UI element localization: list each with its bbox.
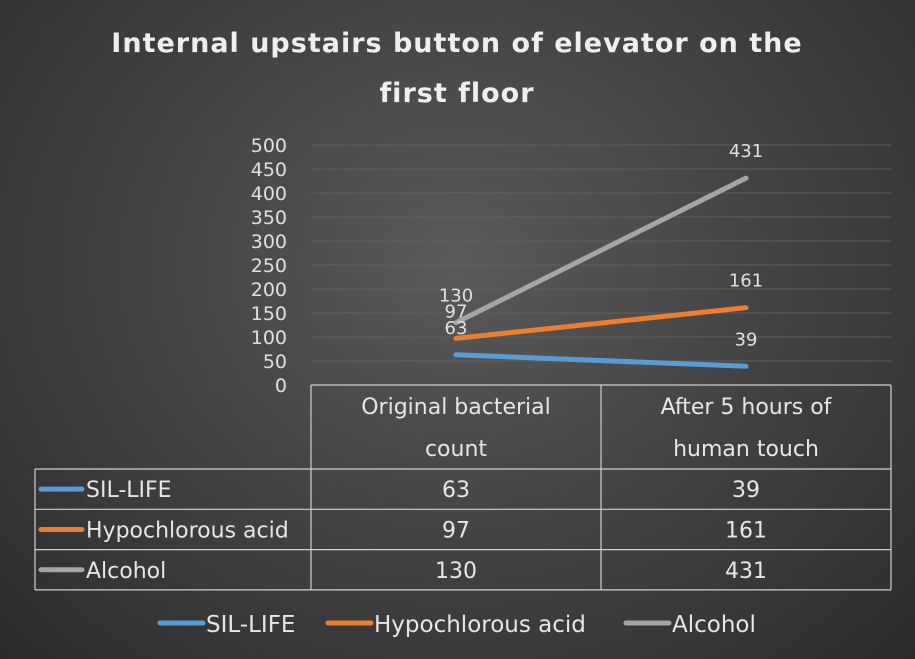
data-table: Original bacterial count After 5 hours of h…	[34, 384, 892, 591]
series-line-sil-life	[453, 352, 749, 369]
table-header-cell: Original bacterial	[361, 395, 551, 420]
table-cell: 161	[725, 518, 767, 543]
table-cell: 431	[725, 559, 767, 584]
table-header-cell: count	[425, 437, 487, 462]
legend-item-label: Hypochlorous acid	[374, 612, 586, 638]
legend: SIL-LIFE Hypochlorous acid Alcohol	[157, 612, 756, 638]
table-header-cell: human touch	[673, 437, 819, 462]
y-tick-label: 0	[275, 375, 287, 397]
y-tick-label: 150	[251, 303, 287, 325]
table-row-label: Hypochlorous acid	[86, 518, 289, 543]
table-row-label: SIL-LIFE	[86, 478, 172, 503]
data-label: 97	[445, 301, 468, 322]
y-tick-label: 250	[251, 255, 287, 277]
y-tick-label: 450	[251, 159, 287, 181]
y-tick-label: 100	[251, 327, 287, 349]
gridlines	[311, 144, 891, 362]
chart-title-line-2: first floor	[379, 78, 534, 109]
chart-title-line-1: Internal upstairs button of elevator on …	[111, 28, 802, 59]
y-tick-label: 500	[251, 135, 287, 157]
y-tick-label: 300	[251, 231, 287, 253]
table-cell: 39	[732, 478, 760, 503]
y-tick-label: 50	[263, 351, 287, 373]
data-label: 39	[735, 329, 758, 350]
chart-title: Internal upstairs button of elevator on …	[111, 28, 802, 109]
legend-item-label: SIL-LIFE	[206, 612, 295, 638]
series-line-alcohol	[453, 175, 749, 326]
data-label: 130	[439, 286, 473, 307]
data-labels: 63 39 97 161 130 431	[439, 141, 763, 350]
y-tick-label: 200	[251, 279, 287, 301]
y-tick-label: 350	[251, 207, 287, 229]
data-label: 161	[729, 271, 763, 292]
table-header-cell: After 5 hours of	[661, 395, 833, 420]
data-label: 63	[445, 318, 468, 339]
table-cell: 130	[435, 559, 477, 584]
legend-item-label: Alcohol	[672, 612, 756, 638]
y-tick-label: 400	[251, 183, 287, 205]
table-cell: 97	[442, 518, 470, 543]
table-row-label: Alcohol	[86, 559, 166, 584]
table-cell: 63	[442, 478, 470, 503]
plot-lines	[453, 175, 749, 369]
series-line-hypochlorous-acid	[453, 305, 749, 341]
data-label: 431	[729, 141, 763, 162]
